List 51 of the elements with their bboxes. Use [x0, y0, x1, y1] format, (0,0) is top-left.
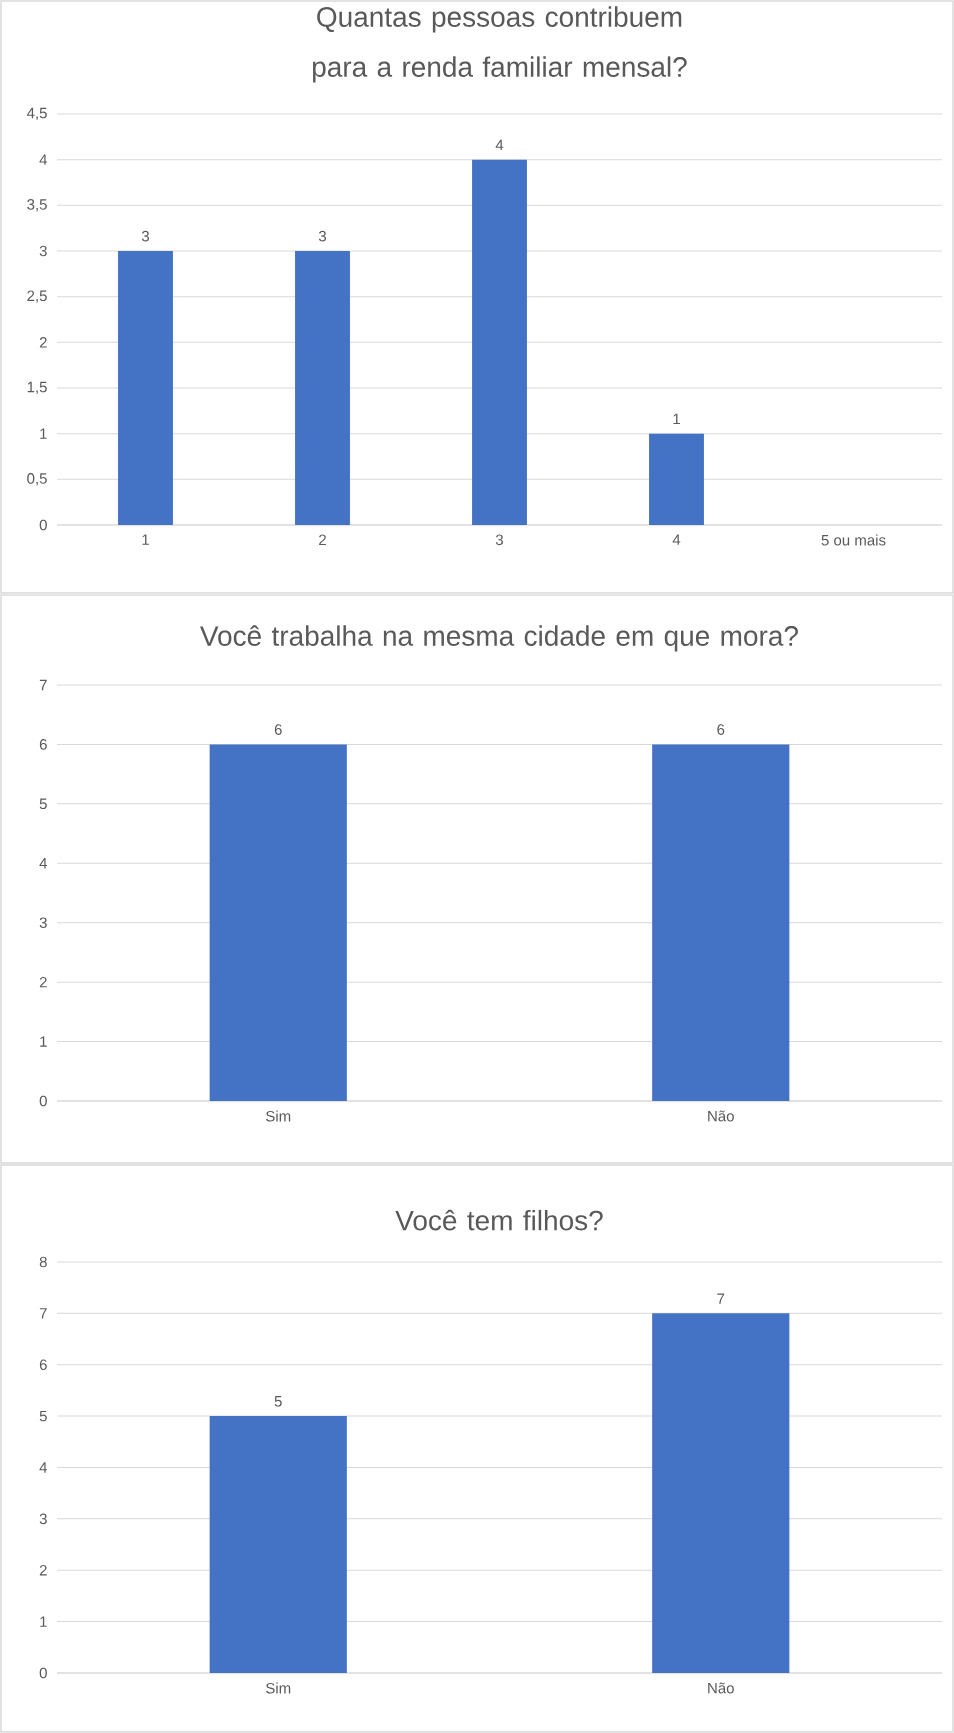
- data-label: 6: [274, 724, 282, 735]
- bar: [472, 159, 527, 525]
- x-tick-label: Não: [708, 1110, 734, 1122]
- x-tick-label: 3: [495, 534, 504, 546]
- y-tick-label: 2: [39, 337, 47, 348]
- chart-title: Você tem filhos?: [395, 1209, 603, 1231]
- y-tick-label: 0: [39, 1667, 47, 1679]
- y-tick-label: 3: [39, 1513, 47, 1525]
- y-tick-label: 4: [39, 1462, 48, 1473]
- x-tick-label: Sim: [266, 1682, 291, 1694]
- data-label: 1: [673, 413, 680, 425]
- y-tick-label: 1: [40, 1616, 47, 1627]
- y-tick-label: 1: [40, 1036, 47, 1047]
- chart-title: Quantas pessoas contribuem para a renda familiar mensal?: [312, 6, 687, 83]
- bar: [118, 250, 173, 525]
- x-tick-label: 5 ou mais: [821, 534, 886, 546]
- y-tick-label: 3: [39, 917, 47, 929]
- data-label: 6: [717, 724, 725, 735]
- y-tick-label: 5: [39, 1410, 47, 1422]
- y-tick-label: 6: [39, 739, 47, 750]
- y-tick-label: 2,5: [27, 290, 47, 303]
- y-tick-label: 0: [39, 519, 47, 531]
- y-tick-label: 8: [39, 1256, 47, 1268]
- x-tick-label: Não: [708, 1682, 734, 1694]
- bar: [649, 433, 704, 525]
- y-tick-label: 3: [39, 245, 47, 257]
- y-tick-label: 7: [39, 1308, 47, 1319]
- x-tick-label: 2: [319, 534, 326, 545]
- y-tick-label: 4,5: [26, 107, 47, 121]
- y-tick-label: 2: [39, 976, 47, 988]
- y-tick-label: 0,5: [27, 473, 47, 486]
- data-label: 3: [318, 230, 327, 242]
- y-tick-label: 3,5: [27, 199, 47, 212]
- bar: [295, 250, 350, 525]
- y-tick-label: 1,5: [27, 381, 47, 395]
- y-tick-label: 4: [39, 154, 48, 165]
- data-label: 5: [274, 1396, 282, 1407]
- x-tick-label: 1: [142, 534, 149, 545]
- y-tick-label: 0: [39, 1095, 47, 1107]
- x-tick-label: Sim: [266, 1110, 291, 1122]
- chart-title: Você trabalha na mesma cidade em que mora?: [200, 625, 798, 652]
- data-label: 3: [141, 230, 150, 242]
- data-label: 4: [495, 139, 504, 151]
- y-tick-label: 5: [39, 798, 47, 810]
- y-tick-label: 1: [40, 428, 47, 439]
- y-tick-label: 6: [39, 1359, 47, 1371]
- y-tick-label: 4: [39, 858, 48, 869]
- y-tick-label: 2: [39, 1565, 47, 1576]
- data-label: 7: [717, 1293, 725, 1304]
- y-tick-label: 7: [39, 679, 47, 691]
- x-tick-label: 4: [672, 534, 681, 545]
